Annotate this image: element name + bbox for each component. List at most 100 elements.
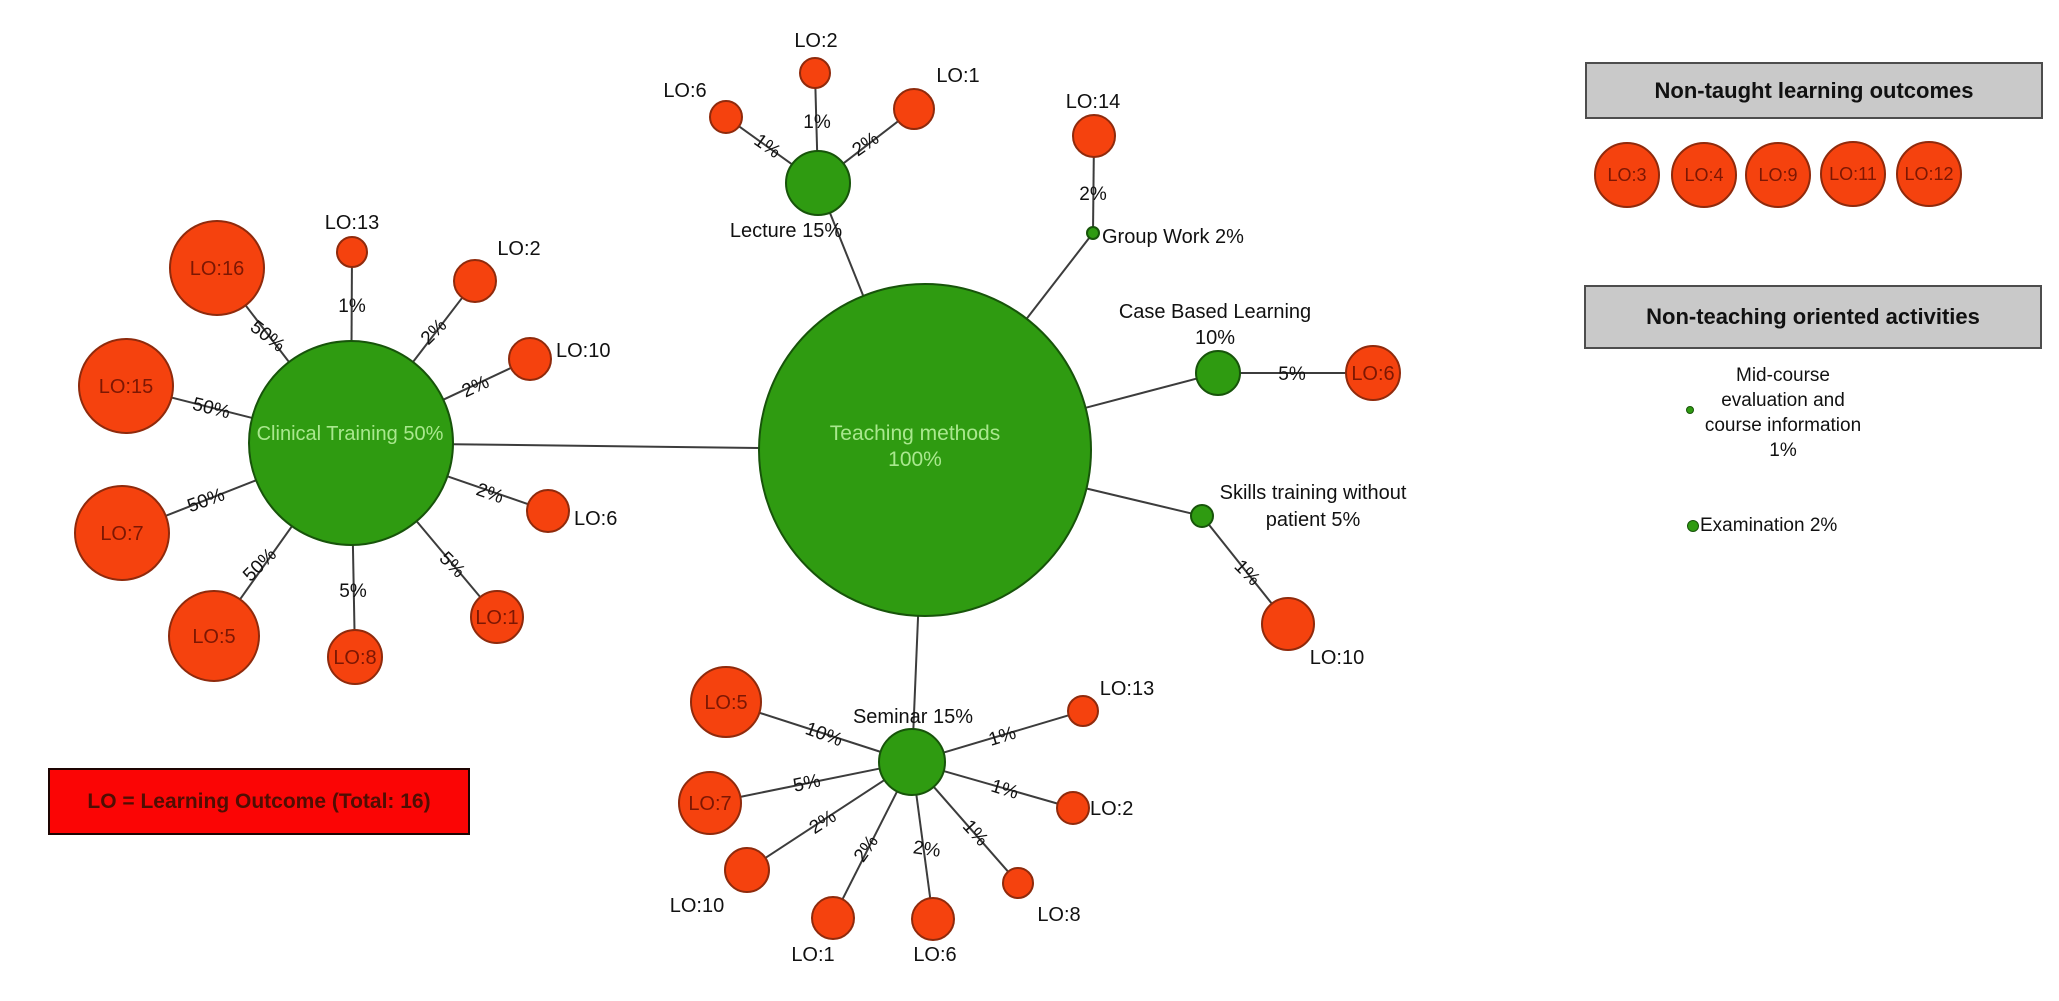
node-label-seminar: Seminar 15% <box>853 706 973 728</box>
node-label-c_lo6: LO:6 <box>574 508 617 530</box>
edge-label-seminar-s_lo5: 10% <box>802 718 845 751</box>
node-label-lecture: Lecture 15% <box>730 220 843 242</box>
edge-lecture-l_lo1 <box>842 120 899 165</box>
edge-teaching-groupwork <box>1025 237 1091 320</box>
lo9-label: LO:9 <box>1758 164 1798 185</box>
mid-course-dot-icon <box>1686 406 1694 414</box>
edge-clinical-c_lo5 <box>239 525 293 600</box>
node-l_lo6 <box>709 100 743 134</box>
examination-item: Examination 2% <box>1700 515 1837 537</box>
node-label-l_lo2: LO:2 <box>794 30 837 52</box>
edge-teaching-lecture <box>828 212 865 297</box>
node-c_lo6 <box>526 489 570 533</box>
node-c_lo15 <box>78 338 174 434</box>
non-teaching-title: Non-teaching oriented activities <box>1646 304 1980 329</box>
edge-label-groupwork-gw_lo14: 2% <box>1079 184 1107 205</box>
edge-lecture-l_lo2 <box>814 87 819 152</box>
node-c_lo1 <box>470 590 524 644</box>
node-label-cbl-line2: 10% <box>1195 327 1235 349</box>
edge-clinical-c_lo16 <box>244 304 290 363</box>
edge-label-clinical-c_lo7: 50% <box>185 484 228 517</box>
node-label-teaching-line1: Teaching methods <box>830 422 1000 445</box>
node-c_lo2 <box>453 259 497 303</box>
node-label-c_lo13: LO:13 <box>325 212 379 234</box>
node-label-c_lo15: LO:15 <box>99 376 153 398</box>
node-label-c_lo1: LO:1 <box>475 607 518 629</box>
node-label-s_lo8: LO:8 <box>1037 904 1080 926</box>
edge-seminar-s_lo10 <box>764 779 885 859</box>
node-sk_lo10 <box>1261 597 1315 651</box>
lo3-label: LO:3 <box>1607 164 1647 185</box>
node-label-s_lo2: LO:2 <box>1090 798 1133 820</box>
non-taught-outcome-lo3: LO:3 <box>1594 142 1660 208</box>
node-s_lo13 <box>1067 695 1099 727</box>
edge-teaching-seminar <box>912 615 920 730</box>
node-label-c_lo8: LO:8 <box>333 647 376 669</box>
non-taught-outcome-lo11: LO:11 <box>1820 141 1886 207</box>
edge-clinical-c_lo6 <box>447 475 529 506</box>
edge-label-clinical-c_lo16: 50% <box>246 317 289 357</box>
node-cbl <box>1195 350 1241 396</box>
node-label-s_lo6: LO:6 <box>913 944 956 966</box>
node-label-s_lo13: LO:13 <box>1100 678 1154 700</box>
node-label-cbl_lo6: LO:6 <box>1351 363 1394 385</box>
node-skills <box>1190 504 1214 528</box>
legend-label: LO = Learning Outcome (Total: 16) <box>87 789 431 813</box>
edge-label-seminar-s_lo2: 1% <box>988 776 1021 804</box>
node-groupwork <box>1086 226 1100 240</box>
node-c_lo8 <box>327 629 383 685</box>
node-s_lo5 <box>690 666 762 738</box>
edge-seminar-s_lo7 <box>740 767 880 798</box>
edge-seminar-s_lo2 <box>943 770 1058 805</box>
node-label-l_lo6: LO:6 <box>663 80 706 102</box>
mid-course-item: Mid-course evaluation and course informa… <box>1663 363 1903 463</box>
edge-label-seminar-s_lo13: 1% <box>986 723 1019 751</box>
node-label-cbl-line1: Case Based Learning <box>1119 301 1311 323</box>
node-s_lo7 <box>678 771 742 835</box>
node-label-c_lo7: LO:7 <box>100 523 143 545</box>
node-c_lo16 <box>169 220 265 316</box>
node-s_lo10 <box>724 847 770 893</box>
node-label-c_lo10: LO:10 <box>556 340 610 362</box>
edge-label-seminar-s_lo6: 2% <box>912 837 942 862</box>
node-clinical <box>248 340 454 546</box>
non-teaching-header: Non-teaching oriented activities <box>1584 285 2042 349</box>
edge-clinical-c_lo8 <box>351 544 356 631</box>
edge-teaching-cbl <box>1085 377 1197 409</box>
edge-label-clinical-c_lo8: 5% <box>339 581 367 602</box>
node-c_lo5 <box>168 590 260 682</box>
mid-course-line-1: Mid-course <box>1736 365 1830 386</box>
edge-seminar-s_lo8 <box>932 786 1009 873</box>
mid-course-line-3: course information <box>1704 415 1862 436</box>
edge-teaching-skills <box>1086 487 1192 515</box>
node-label-clinical: Clinical Training 50% <box>257 423 444 445</box>
node-label-c_lo16: LO:16 <box>190 258 244 280</box>
edge-label-seminar-s_lo7: 5% <box>791 770 822 796</box>
node-gw_lo14 <box>1072 114 1116 158</box>
edge-groupwork-gw_lo14 <box>1092 156 1095 228</box>
edge-label-clinical-c_lo10: 2% <box>459 372 493 403</box>
node-cbl_lo6 <box>1345 345 1401 401</box>
edge-label-cbl-cbl_lo6: 5% <box>1278 364 1306 385</box>
node-label-gw_lo14: LO:14 <box>1066 91 1120 113</box>
node-label-s_lo10: LO:10 <box>670 895 724 917</box>
edge-clinical-c_lo7 <box>165 479 257 517</box>
lo4-label: LO:4 <box>1684 164 1724 185</box>
edge-clinical-c_lo2 <box>412 297 464 363</box>
edge-seminar-s_lo5 <box>759 711 881 753</box>
node-teaching <box>758 283 1092 617</box>
non-taught-outcome-lo9: LO:9 <box>1745 142 1811 208</box>
node-label-sk_lo10: LO:10 <box>1310 647 1364 669</box>
node-s_lo6 <box>911 897 955 941</box>
edge-seminar-s_lo6 <box>915 794 932 899</box>
lo12-label: LO:12 <box>1904 163 1954 184</box>
edge-label-clinical-c_lo6: 2% <box>473 479 506 508</box>
edge-seminar-s_lo13 <box>943 714 1069 754</box>
edge-teaching-clinical <box>452 443 760 449</box>
node-label-teaching-line2: 100% <box>888 448 942 471</box>
node-label-skills-line1: Skills training without <box>1220 482 1407 504</box>
examination-label: Examination 2% <box>1700 515 1838 536</box>
lo11-label: LO:11 <box>1829 163 1877 184</box>
node-l_lo1 <box>893 88 935 130</box>
